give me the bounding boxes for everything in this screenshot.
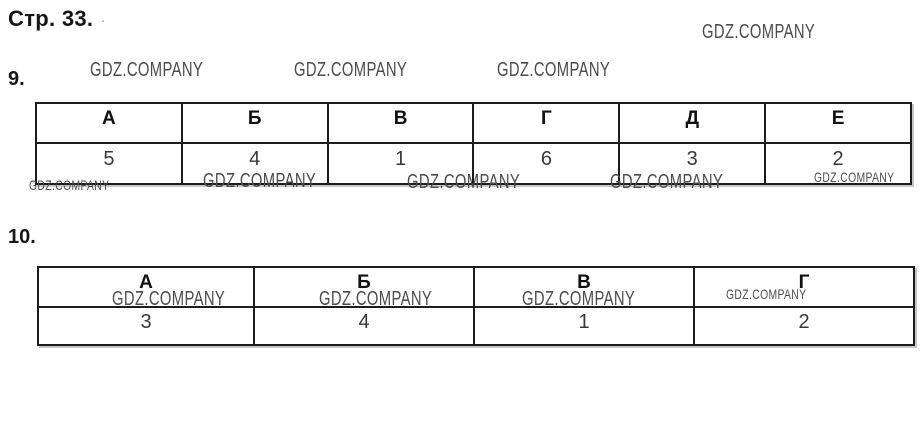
table-9-value-row: 5 4 1 6 3 2 <box>35 142 912 185</box>
value-cell: 5 <box>35 142 183 185</box>
table-9-header-row: А Б В Г Д Е <box>35 102 912 144</box>
header-cell: Г <box>693 266 915 308</box>
header-cell: Б <box>180 102 329 144</box>
header-cell: Е <box>764 102 912 144</box>
gdz-watermark: GDZ.COMPANY <box>610 171 724 193</box>
header-cell: А <box>37 266 255 308</box>
stray-dot: . <box>101 9 105 25</box>
header-cell: А <box>35 102 183 144</box>
header-cell: Б <box>253 266 475 308</box>
table-10-header-row: А Б В Г <box>37 266 915 308</box>
gdz-watermark: GDZ.COMPANY <box>90 59 204 81</box>
gdz-watermark: GDZ.COMPANY <box>112 288 226 310</box>
answer-table-9: А Б В Г Д Е 5 4 1 6 3 2 <box>35 102 912 185</box>
value-cell: 3 <box>37 306 255 346</box>
gdz-watermark: GDZ.COMPANY <box>319 288 433 310</box>
header-cell: Д <box>618 102 767 144</box>
gdz-watermark: GDZ.COMPANY <box>294 59 408 81</box>
header-cell: В <box>473 266 695 308</box>
gdz-watermark: GDZ.COMPANY <box>702 21 816 43</box>
gdz-watermark: GDZ.COMPANY <box>497 59 611 81</box>
gdz-watermark: GDZ.COMPANY <box>522 288 636 310</box>
answer-table-10: А Б В Г 3 4 1 2 <box>37 266 915 346</box>
question-9-label: 9. <box>8 68 25 90</box>
value-cell: 3 <box>618 142 767 185</box>
question-10-label: 10. <box>8 226 36 248</box>
gdz-watermark: GDZ.COMPANY <box>726 286 807 302</box>
header-cell: В <box>326 102 475 144</box>
value-cell: 4 <box>180 142 329 185</box>
gdz-watermark: GDZ.COMPANY <box>29 177 110 193</box>
value-cell: 2 <box>693 306 915 346</box>
gdz-watermark: GDZ.COMPANY <box>814 169 895 185</box>
page-title: Стр. 33. <box>8 6 94 31</box>
value-cell: 1 <box>473 306 695 346</box>
gdz-watermark: GDZ.COMPANY <box>203 170 317 192</box>
table-10-value-row: 3 4 1 2 <box>37 306 915 346</box>
header-cell: Г <box>472 102 621 144</box>
gdz-watermark: GDZ.COMPANY <box>407 171 521 193</box>
value-cell: 2 <box>764 142 912 185</box>
value-cell: 1 <box>326 142 475 185</box>
value-cell: 6 <box>472 142 621 185</box>
value-cell: 4 <box>253 306 475 346</box>
